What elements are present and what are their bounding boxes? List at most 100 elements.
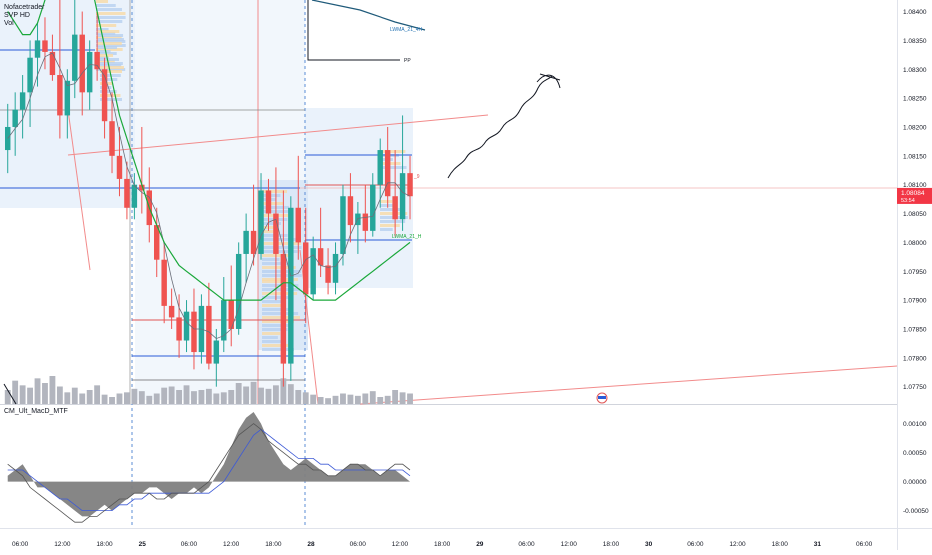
candle-body <box>377 150 383 185</box>
volume-bar <box>273 385 279 404</box>
volume-profile-bar <box>96 40 126 43</box>
volume-bar <box>79 393 86 404</box>
candle-body <box>94 51 100 70</box>
time-tick-label: 06:00 <box>687 541 704 548</box>
volume-bar <box>220 392 227 404</box>
time-tick-label: 29 <box>476 541 484 548</box>
candle-body <box>235 253 242 329</box>
volume-profile-bar <box>380 200 393 203</box>
candle-body <box>325 265 331 283</box>
volume-bar <box>34 378 41 404</box>
candle-body <box>101 69 108 122</box>
macd-histogram <box>7 412 411 517</box>
volume-profile-bar <box>262 190 288 193</box>
volume-profile-bar <box>98 42 122 45</box>
volume-profile-bar <box>262 258 280 261</box>
volume-profile-bar <box>262 222 281 225</box>
candle-body <box>72 34 78 81</box>
volume-profile-bar <box>98 34 124 37</box>
volume-profile-bar <box>96 20 123 23</box>
volume-profile-bar <box>96 44 126 47</box>
volume-bar <box>392 390 399 404</box>
time-tick-label: 06:00 <box>350 541 367 548</box>
candle-countdown: 53:54 <box>901 198 915 204</box>
candle-body <box>64 80 71 116</box>
volume-bar <box>131 388 138 404</box>
event-flag-icon-stripe <box>598 396 606 399</box>
candle-body <box>183 311 190 341</box>
candle-body <box>131 184 138 208</box>
volume-bar <box>384 395 391 404</box>
candle-body <box>27 57 33 93</box>
volume-profile-bar <box>96 48 123 51</box>
volume-bar <box>101 394 108 404</box>
volume-bar <box>354 395 361 404</box>
candle-body <box>86 51 93 93</box>
volume-profile-bar <box>100 70 122 73</box>
candle-body <box>213 340 220 364</box>
volume-bar <box>86 390 93 404</box>
volume-bar <box>12 380 19 404</box>
candle-body <box>310 248 316 295</box>
price-tick-label: 1.08200 <box>903 124 927 131</box>
volume-profile-bar <box>262 194 281 197</box>
volume-profile-bar <box>262 206 289 209</box>
candle-body <box>206 305 212 364</box>
volume-profile-bar <box>98 54 114 57</box>
volume-profile-bar <box>98 66 124 69</box>
candle-body <box>228 300 234 329</box>
macd-title: CM_Ult_MacD_MTF <box>4 408 68 415</box>
candle-body <box>57 75 63 116</box>
candle-body <box>265 190 272 214</box>
price-tick-label: 1.08100 <box>903 182 927 189</box>
volume-profile-bar <box>96 32 116 35</box>
volume-bar <box>377 397 384 404</box>
volume-profile-bar <box>262 292 298 295</box>
volume-profile-bar <box>262 344 292 347</box>
price-tick-label: 1.08150 <box>903 153 927 160</box>
volume-bar <box>287 384 294 404</box>
volume-profile-bar <box>262 312 299 315</box>
volume-bar <box>27 387 33 404</box>
volume-profile-bar <box>98 30 120 33</box>
volume-bar <box>49 376 56 404</box>
lwma-h-line <box>7 0 411 301</box>
volume-profile-bar <box>262 336 278 339</box>
volume-bar <box>399 392 406 404</box>
volume-profile-bar <box>262 304 284 307</box>
legend-svp: SVP HD <box>4 12 30 19</box>
candle-body <box>116 155 123 179</box>
volume-profile-bar <box>98 38 124 41</box>
price-tick-label: 1.08250 <box>903 96 927 103</box>
time-tick-label: 25 <box>139 541 147 548</box>
price-tick-label: 1.07900 <box>903 298 927 305</box>
candle-body <box>303 242 309 295</box>
candle-body <box>407 173 413 197</box>
volume-bar <box>161 387 168 404</box>
time-tick-label: 18:00 <box>603 541 620 548</box>
volume-profile-bar <box>262 250 298 253</box>
sma-line <box>7 52 411 340</box>
volume-profile-bar <box>380 166 407 169</box>
volume-profile-bar <box>262 300 282 303</box>
candle-body <box>154 225 160 260</box>
time-tick-label: 12:00 <box>54 541 71 548</box>
candle-body <box>258 190 264 254</box>
volume-bar <box>317 397 324 404</box>
price-tick-label: 1.07800 <box>903 355 927 362</box>
candle-body <box>12 109 18 127</box>
volume-bar <box>176 390 182 404</box>
volume-bar <box>198 390 205 404</box>
pp-label: PP <box>404 58 411 64</box>
volume-profile-bar <box>100 94 121 97</box>
time-tick-label: 12:00 <box>223 541 240 548</box>
volume-bar <box>153 393 160 404</box>
time-tick-label: 31 <box>814 541 822 548</box>
volume-profile-bar <box>262 328 288 331</box>
time-tick-label: 18:00 <box>434 541 451 548</box>
volume-bar <box>235 383 242 404</box>
volume-profile-bar <box>380 150 406 153</box>
macd-tick-label: 0.00100 <box>903 421 927 428</box>
